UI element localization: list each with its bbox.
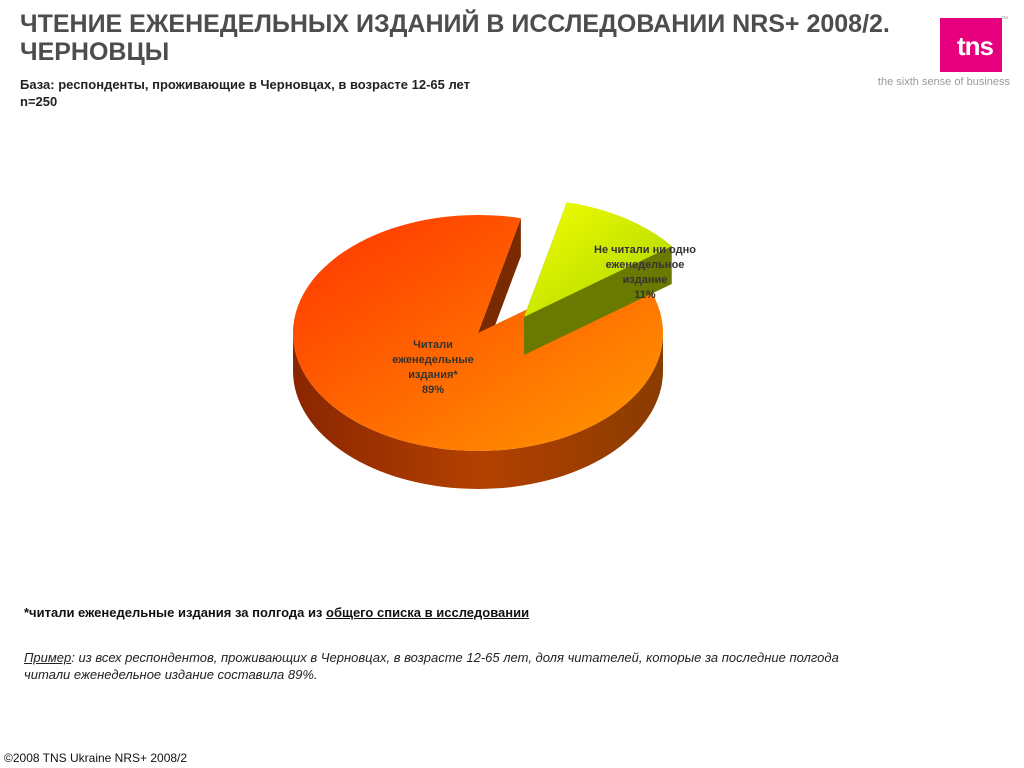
page-title: ЧТЕНИЕ ЕЖЕНЕДЕЛЬНЫХ ИЗДАНИЙ В ИССЛЕДОВАН… [20, 10, 1000, 66]
pie-slice-1-side [293, 333, 663, 489]
slice-label-1-line-4: 89% [422, 384, 444, 396]
pie-slice-2 [524, 202, 672, 355]
title-line-2: ЧЕРНОВЦЫ [20, 38, 170, 66]
slice-label-2: Не читали ни одно еженедельное издание 11% [594, 244, 696, 301]
tns-logo-text: tns [957, 31, 994, 61]
slice-label-1-line-1: Читали [413, 339, 453, 351]
sample-base: База: респонденты, проживающие в Черновц… [20, 76, 470, 110]
example-note: Пример: из всех респондентов, проживающи… [24, 649, 884, 683]
footnote: *читали еженедельные издания за полгода … [24, 605, 529, 620]
logo-tagline: the sixth sense of business [877, 76, 1010, 88]
example-label: Пример [24, 650, 72, 665]
pie-slice-2-top [524, 202, 672, 317]
slice-label-2-line-2: еженедельное [606, 259, 685, 271]
tns-logo [940, 18, 1002, 72]
pie-slice-2-cut-2 [524, 245, 672, 355]
pie-slice-1-top [293, 214, 664, 451]
copyright: ©2008 TNS Ukraine NRS+ 2008/2 [4, 751, 188, 765]
slice-label-1-line-2: еженедельные [392, 354, 474, 366]
base-line-2: n=250 [20, 94, 58, 109]
title-line-1: ЧТЕНИЕ ЕЖЕНЕДЕЛЬНЫХ ИЗДАНИЙ В ИССЛЕДОВАН… [20, 10, 890, 38]
footnote-text: *читали еженедельные издания за полгода … [24, 605, 327, 620]
slice-label-2-line-3: издание [623, 274, 668, 286]
slice-label-1: Читали еженедельные издания* 89% [392, 339, 474, 396]
footnote-link[interactable]: общего списка в исследовании [326, 605, 530, 620]
slice-label-2-line-4: 11% [634, 289, 656, 301]
example-text: : из всех респондентов, проживающих в Че… [24, 650, 839, 682]
base-line-1: База: респонденты, проживающие в Черновц… [20, 77, 470, 92]
slice-label-2-line-1: Не читали ни одно [594, 244, 696, 256]
logo-trademark: ™ [1001, 16, 1008, 23]
slice-label-1-line-3: издания* [408, 369, 458, 381]
